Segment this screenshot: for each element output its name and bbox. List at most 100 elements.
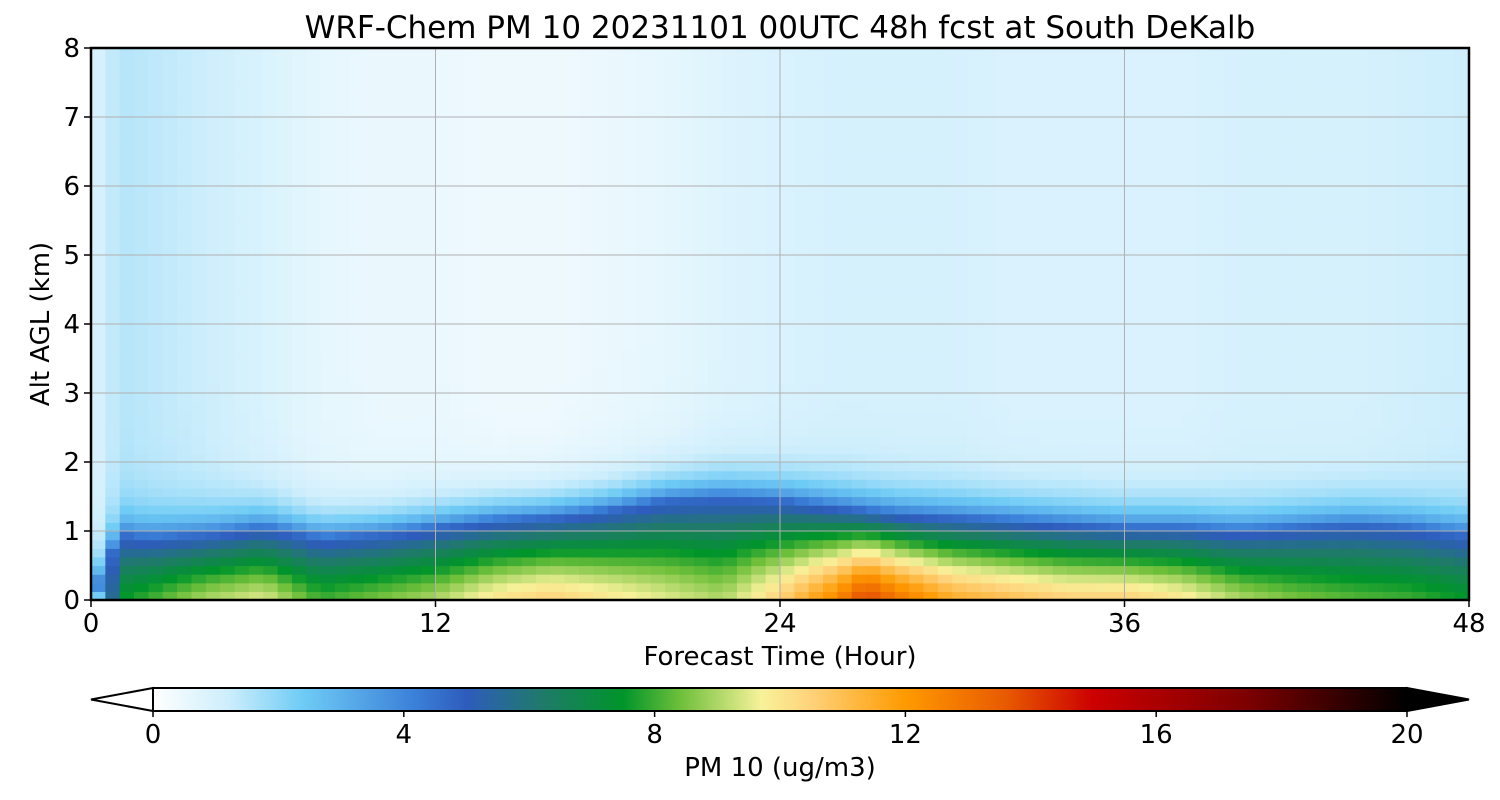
heat-cell — [320, 203, 336, 213]
heat-cell — [1067, 591, 1083, 601]
heat-cell — [248, 324, 264, 334]
heat-cell — [1153, 522, 1169, 532]
heat-cell — [464, 134, 480, 144]
heat-cell — [1052, 186, 1068, 196]
heat-cell — [708, 410, 724, 420]
heat-cell — [421, 237, 437, 247]
heat-cell — [177, 384, 193, 394]
heat-cell — [191, 117, 207, 127]
heat-cell — [105, 203, 121, 213]
heat-cell — [679, 436, 695, 446]
heat-cell — [823, 211, 839, 222]
heat-cell — [622, 479, 638, 489]
heat-cell — [1081, 306, 1097, 316]
heat-cell — [794, 496, 810, 506]
heat-cell — [708, 246, 724, 256]
heat-cell — [708, 194, 724, 204]
heat-cell — [579, 186, 594, 196]
heat-cell — [406, 255, 422, 265]
heat-cell — [1196, 462, 1212, 472]
heat-cell — [650, 582, 666, 592]
heat-cell — [607, 65, 623, 75]
heat-cell — [177, 255, 193, 265]
heat-cell — [1167, 125, 1183, 135]
heat-cell — [263, 160, 279, 170]
heat-cell — [622, 574, 638, 584]
heat-cell — [966, 479, 982, 489]
heat-cell — [636, 151, 652, 161]
heat-cell — [335, 315, 350, 325]
heat-cell — [263, 522, 279, 532]
heat-cell — [995, 470, 1011, 480]
heat-cell — [105, 384, 121, 394]
heat-cell — [349, 168, 365, 178]
heat-cell — [119, 427, 135, 437]
heat-cell — [1167, 73, 1183, 84]
heat-cell — [564, 142, 580, 153]
heat-cell — [679, 332, 695, 342]
heat-cell — [1110, 246, 1126, 256]
heat-cell — [995, 91, 1011, 101]
heat-cell — [1095, 324, 1111, 334]
heat-cell — [980, 56, 996, 66]
heat-cell — [794, 151, 810, 161]
heat-cell — [291, 427, 307, 437]
heat-cell — [320, 574, 336, 584]
heat-cell — [435, 289, 451, 299]
heat-cell — [205, 358, 221, 368]
heat-cell — [780, 82, 795, 92]
heat-cell — [622, 298, 638, 308]
heat-cell — [823, 582, 839, 592]
heat-cell — [105, 479, 121, 489]
heat-cell — [823, 168, 839, 178]
heat-cell — [1181, 203, 1197, 213]
heat-cell — [1038, 186, 1054, 196]
heat-cell — [119, 125, 135, 135]
heat-cell — [91, 315, 106, 325]
heat-cell — [693, 82, 709, 92]
heat-cell — [1024, 289, 1039, 299]
heat-cell — [679, 48, 695, 58]
heat-cell — [191, 427, 207, 437]
heat-cell — [291, 306, 307, 316]
heat-cell — [478, 513, 494, 523]
heat-cell — [636, 91, 652, 101]
heat-cell — [607, 186, 623, 196]
heat-cell — [1138, 246, 1154, 256]
heat-cell — [1138, 496, 1154, 506]
heat-cell — [980, 255, 996, 265]
heat-cell — [909, 539, 925, 549]
heat-cell — [966, 591, 982, 601]
heat-cell — [291, 211, 307, 222]
heat-cell — [880, 91, 896, 101]
heat-cell — [535, 444, 551, 454]
heat-cell — [1009, 151, 1025, 161]
heat-cell — [263, 401, 279, 411]
heat-cell — [880, 479, 896, 489]
heat-cell — [564, 229, 580, 239]
heat-cell — [851, 453, 867, 463]
heat-cell — [794, 194, 810, 204]
heat-cell — [1167, 565, 1183, 575]
heat-cell — [1153, 367, 1169, 377]
heat-cell — [564, 73, 580, 84]
heat-cell — [952, 410, 968, 420]
heat-cell — [234, 229, 250, 239]
heat-cell — [650, 505, 666, 515]
heat-cell — [1196, 194, 1212, 204]
heat-cell — [1024, 487, 1039, 498]
heat-cell — [693, 341, 709, 351]
heat-cell — [1153, 487, 1169, 498]
heat-cell — [119, 375, 135, 385]
heat-cell — [1081, 358, 1097, 368]
heat-cell — [378, 513, 394, 523]
heat-cell — [1024, 496, 1039, 506]
heat-cell — [435, 324, 451, 334]
heat-cell — [1024, 522, 1039, 532]
heat-cell — [693, 220, 709, 230]
heat-cell — [1081, 470, 1097, 480]
heat-cell — [291, 82, 307, 92]
heat-cell — [162, 367, 178, 377]
heat-cell — [679, 73, 695, 84]
heat-cell — [105, 324, 121, 334]
